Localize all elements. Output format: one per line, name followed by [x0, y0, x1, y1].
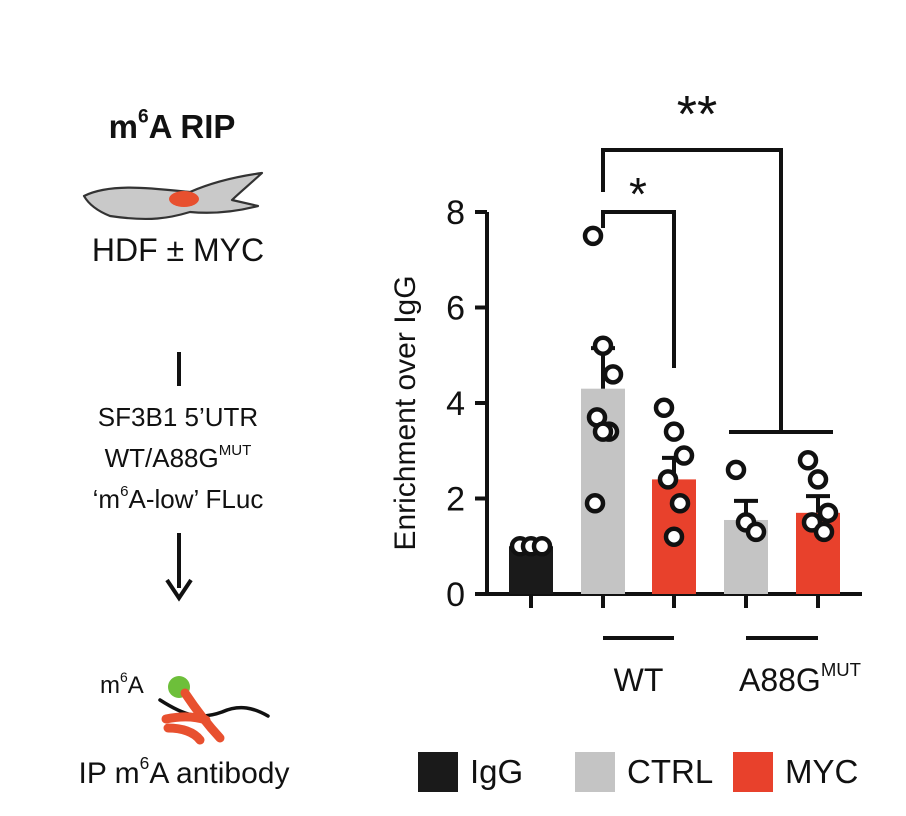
cell-label: HDF ± MYC — [91, 232, 265, 268]
m6a-label: m6A — [100, 668, 144, 699]
ip-label: IP m6A antibody — [78, 753, 290, 790]
antibody-icon — [161, 688, 225, 745]
legend-item-ctrl: CTRL — [575, 752, 713, 792]
group-label-wt: WT — [613, 662, 664, 698]
group-label-a88g: A88GMUT — [738, 659, 862, 698]
construct-line-1: SF3B1 5’UTR — [97, 402, 259, 432]
legend-item-igg: IgG — [418, 752, 523, 792]
nucleus-icon — [169, 191, 199, 207]
y-tick-label: 0 — [446, 576, 465, 614]
workflow-arrow-head-icon — [165, 578, 193, 602]
data-point — [817, 502, 839, 524]
data-point — [653, 397, 675, 419]
rna-strand-icon — [158, 698, 270, 718]
significance-label-star: * — [629, 168, 647, 220]
legend-swatch-ctrl — [575, 752, 615, 792]
data-point — [725, 459, 747, 481]
y-tick-label: 4 — [446, 385, 465, 423]
legend-label-ctrl: CTRL — [627, 753, 714, 790]
significance-label-double-star: ** — [677, 86, 717, 144]
legend-item-myc: MYC — [733, 752, 858, 792]
construct-line-3: ‘m6A-low’ FLuc — [92, 482, 264, 514]
data-point — [584, 493, 606, 514]
data-point — [669, 493, 691, 514]
y-tick-label: 2 — [446, 481, 465, 519]
data-point — [797, 450, 819, 471]
data-point — [807, 469, 829, 490]
legend-label-myc: MYC — [785, 753, 859, 790]
construct-line-2: WT/A88GMUT — [104, 441, 252, 473]
data-point — [582, 225, 604, 247]
data-point — [663, 526, 685, 547]
legend-swatch-myc — [733, 752, 773, 792]
significance-bracket-star — [601, 210, 676, 368]
data-point — [673, 445, 695, 466]
data-point — [813, 521, 835, 543]
significance-bracket-double-star — [601, 148, 783, 432]
legend-label-igg: IgG — [470, 753, 524, 790]
data-point — [592, 421, 614, 442]
data-point — [531, 536, 553, 557]
legend-swatch-igg — [418, 752, 458, 792]
data-point — [657, 469, 679, 490]
data-point — [592, 335, 614, 356]
schematic-title: m6A RIP — [108, 106, 236, 145]
y-tick-label: 8 — [446, 194, 465, 232]
data-point — [745, 521, 767, 543]
data-point — [602, 364, 624, 385]
y-tick-label: 6 — [446, 290, 465, 328]
data-point — [663, 421, 685, 442]
y-axis-label: Enrichment over IgG — [389, 275, 422, 550]
